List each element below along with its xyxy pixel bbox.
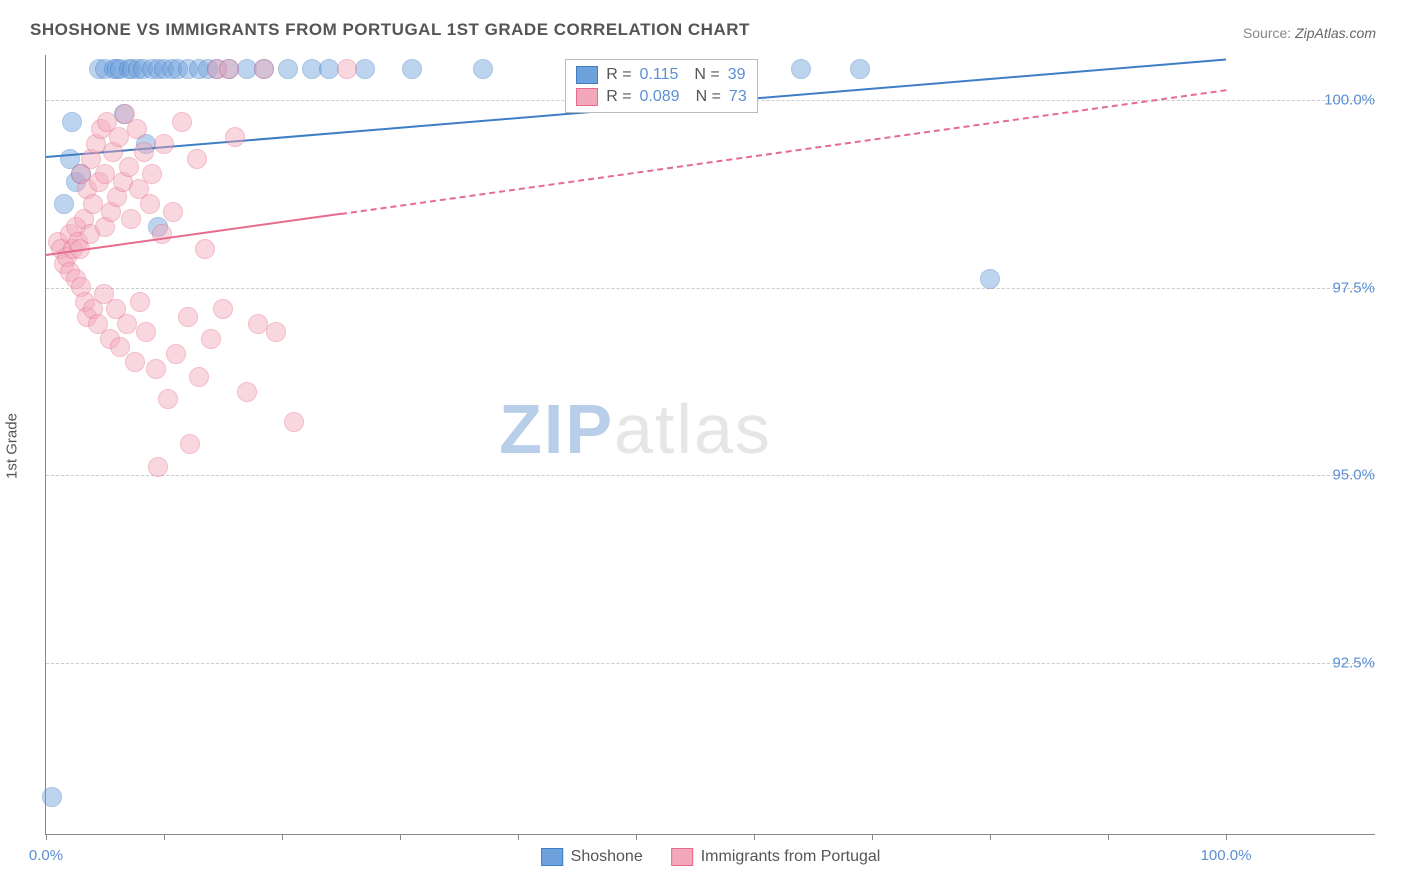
y-axis-label: 1st Grade (4, 413, 21, 479)
y-tick-label: 97.5% (1235, 279, 1375, 296)
data-point (180, 434, 200, 454)
legend-r-value: 0.115 (640, 66, 679, 84)
chart-area: ZIPatlas 92.5%95.0%97.5%100.0%0.0%100.0%… (45, 55, 1375, 835)
data-point (148, 457, 168, 477)
data-point (219, 59, 239, 79)
data-point (130, 292, 150, 312)
data-point (54, 194, 74, 214)
x-tick-mark (1226, 834, 1227, 840)
x-tick-mark (164, 834, 165, 840)
x-tick-label: 0.0% (29, 847, 63, 864)
data-point (355, 59, 375, 79)
data-point (337, 59, 357, 79)
x-tick-mark (872, 834, 873, 840)
data-point (166, 344, 186, 364)
x-tick-mark (282, 834, 283, 840)
data-point (158, 389, 178, 409)
data-point (201, 329, 221, 349)
data-point (187, 149, 207, 169)
trend-line (341, 89, 1226, 215)
data-point (402, 59, 422, 79)
data-point (195, 239, 215, 259)
data-point (237, 382, 257, 402)
source-value: ZipAtlas.com (1295, 25, 1376, 41)
data-point (152, 224, 172, 244)
legend-r-label: R = (606, 88, 631, 106)
x-tick-mark (990, 834, 991, 840)
stats-legend-row: R = 0.089 N = 73 (576, 86, 747, 108)
x-tick-mark (400, 834, 401, 840)
data-point (154, 134, 174, 154)
data-point (980, 269, 1000, 289)
gridline-h (46, 288, 1375, 289)
data-point (142, 164, 162, 184)
x-tick-mark (636, 834, 637, 840)
data-point (278, 59, 298, 79)
legend-n-label: N = (694, 66, 719, 84)
bottom-legend: Shoshone Immigrants from Portugal (541, 848, 881, 866)
legend-swatch (576, 66, 598, 84)
data-point (119, 157, 139, 177)
data-point (178, 307, 198, 327)
watermark: ZIPatlas (499, 389, 772, 469)
data-point (225, 127, 245, 147)
legend-n-value: 73 (729, 88, 747, 106)
data-point (140, 194, 160, 214)
gridline-h (46, 475, 1375, 476)
data-point (121, 209, 141, 229)
y-tick-label: 92.5% (1235, 654, 1375, 671)
data-point (134, 142, 154, 162)
source-label: Source: (1243, 25, 1291, 41)
gridline-h (46, 663, 1375, 664)
data-point (473, 59, 493, 79)
legend-r-value: 0.089 (640, 88, 680, 106)
legend-swatch (671, 848, 693, 866)
data-point (42, 787, 62, 807)
data-point (127, 119, 147, 139)
legend-label: Shoshone (571, 848, 643, 866)
y-tick-label: 100.0% (1235, 92, 1375, 109)
bottom-legend-item: Immigrants from Portugal (671, 848, 881, 866)
y-tick-label: 95.0% (1235, 467, 1375, 484)
plot-region: ZIPatlas 92.5%95.0%97.5%100.0%0.0%100.0%… (46, 55, 1225, 834)
data-point (254, 59, 274, 79)
data-point (284, 412, 304, 432)
x-tick-label: 100.0% (1201, 847, 1252, 864)
x-tick-mark (754, 834, 755, 840)
legend-n-value: 39 (728, 66, 746, 84)
chart-title: SHOSHONE VS IMMIGRANTS FROM PORTUGAL 1ST… (30, 20, 750, 40)
data-point (791, 59, 811, 79)
stats-legend: R = 0.115 N = 39 R = 0.089 N = 73 (565, 59, 758, 113)
x-tick-mark (46, 834, 47, 840)
data-point (189, 367, 209, 387)
legend-n-label: N = (696, 88, 721, 106)
x-tick-mark (1108, 834, 1109, 840)
bottom-legend-item: Shoshone (541, 848, 643, 866)
stats-legend-row: R = 0.115 N = 39 (576, 64, 747, 86)
watermark-zip: ZIP (499, 390, 614, 468)
legend-swatch (576, 88, 598, 106)
data-point (163, 202, 183, 222)
watermark-atlas: atlas (614, 390, 772, 468)
legend-swatch (541, 848, 563, 866)
x-tick-mark (518, 834, 519, 840)
source: Source: ZipAtlas.com (1243, 25, 1376, 41)
data-point (136, 322, 156, 342)
data-point (146, 359, 166, 379)
data-point (266, 322, 286, 342)
data-point (172, 112, 192, 132)
legend-r-label: R = (606, 66, 631, 84)
data-point (213, 299, 233, 319)
legend-label: Immigrants from Portugal (701, 848, 881, 866)
data-point (117, 314, 137, 334)
data-point (850, 59, 870, 79)
data-point (62, 112, 82, 132)
data-point (125, 352, 145, 372)
